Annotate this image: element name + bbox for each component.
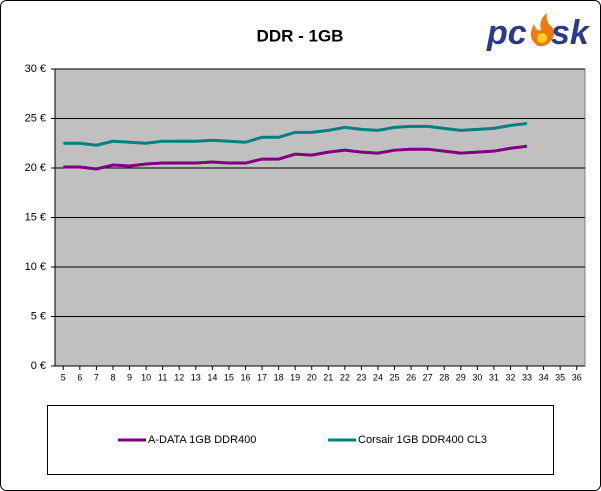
x-tick-label: 5 <box>61 372 66 382</box>
x-tick-label: 16 <box>240 372 250 382</box>
x-tick-label: 22 <box>340 372 350 382</box>
y-tick-label: 25 € <box>25 112 46 124</box>
chart-title: DDR - 1GB <box>257 26 344 45</box>
x-tick-label: 30 <box>472 372 482 382</box>
logo-flame-core <box>537 33 547 43</box>
x-tick-label: 28 <box>439 372 449 382</box>
x-tick-label: 25 <box>390 372 400 382</box>
x-tick-label: 18 <box>274 372 284 382</box>
logo-text: pc <box>486 14 527 52</box>
logo: pc sk <box>486 13 591 52</box>
x-tick-label: 27 <box>423 372 433 382</box>
x-tick-label: 34 <box>539 372 549 382</box>
x-tick-label: 36 <box>572 372 582 382</box>
x-tick-label: 33 <box>522 372 532 382</box>
x-tick-label: 17 <box>257 372 267 382</box>
x-tick-label: 23 <box>356 372 366 382</box>
logo-flame <box>530 13 555 47</box>
x-tick-label: 7 <box>94 372 99 382</box>
x-tick-label: 13 <box>191 372 201 382</box>
x-tick-label: 20 <box>307 372 317 382</box>
x-tick-label: 6 <box>77 372 82 382</box>
y-tick-label: 30 € <box>25 63 46 75</box>
x-tick-label: 35 <box>555 372 565 382</box>
x-tick-label: 32 <box>505 372 515 382</box>
legend-label: A-DATA 1GB DDR400 <box>148 434 256 446</box>
y-tick-label: 5 € <box>31 310 46 322</box>
x-tick-label: 31 <box>489 372 499 382</box>
x-tick-label: 29 <box>456 372 466 382</box>
y-tick-label: 15 € <box>25 211 46 223</box>
x-tick-label: 11 <box>158 372 167 382</box>
logo-text: sk <box>551 14 591 52</box>
x-tick-label: 14 <box>207 372 217 382</box>
x-tick-label: 9 <box>127 372 132 382</box>
y-tick-label: 10 € <box>25 261 46 273</box>
x-tick-label: 19 <box>290 372 300 382</box>
legend-label: Corsair 1GB DDR400 CL3 <box>358 434 487 446</box>
x-tick-label: 15 <box>224 372 234 382</box>
x-tick-label: 24 <box>373 372 383 382</box>
x-tick-label: 10 <box>141 372 151 382</box>
y-tick-label: 0 € <box>31 360 46 372</box>
x-tick-label: 12 <box>174 372 184 382</box>
x-tick-label: 8 <box>110 372 115 382</box>
y-tick-label: 20 € <box>25 162 46 174</box>
series-line <box>63 144 528 171</box>
x-tick-label: 26 <box>406 372 416 382</box>
x-tick-label: 21 <box>323 372 333 382</box>
series-line <box>63 121 528 147</box>
